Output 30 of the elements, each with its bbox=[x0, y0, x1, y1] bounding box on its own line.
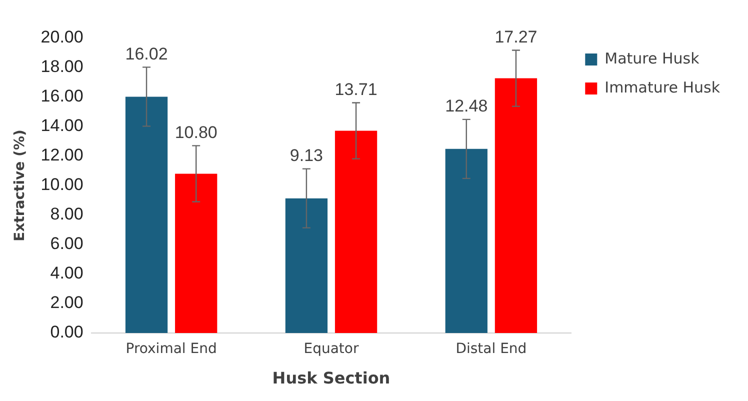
bar bbox=[445, 148, 488, 333]
y-tick-label: 6.00 bbox=[50, 234, 84, 254]
text: 13.71 bbox=[334, 80, 378, 99]
y-axis-title: Extractive (%) bbox=[12, 130, 28, 242]
bar bbox=[285, 198, 328, 333]
bar bbox=[494, 78, 538, 333]
x-tick-label: Proximal End bbox=[126, 341, 217, 358]
text: 17.27 bbox=[494, 27, 538, 46]
y-tick-label: 2.00 bbox=[50, 293, 84, 312]
y-tick-label: 12.00 bbox=[40, 146, 84, 165]
x-tick-label: Equator bbox=[304, 341, 359, 358]
legend-label: Immature Husk bbox=[604, 78, 720, 96]
bar bbox=[125, 96, 168, 333]
bar bbox=[334, 130, 378, 333]
y-tick-label: 8.00 bbox=[50, 204, 84, 224]
y-tick-label: 20.00 bbox=[40, 28, 84, 47]
text: 10.80 bbox=[174, 122, 218, 142]
text: 9.13 bbox=[290, 146, 324, 166]
y-tick-label: 4.00 bbox=[50, 264, 84, 283]
y-tick-label: 14.00 bbox=[40, 116, 84, 136]
text: 16.02 bbox=[125, 44, 168, 64]
bar bbox=[175, 174, 218, 333]
text: 12.48 bbox=[445, 96, 488, 116]
legend-label: Mature Husk bbox=[604, 49, 700, 68]
x-tick-label: Distal End bbox=[456, 341, 527, 358]
x-axis-title: Husk Section bbox=[272, 368, 390, 388]
y-tick-label: 0.00 bbox=[50, 322, 84, 342]
y-tick-label: 18.00 bbox=[40, 57, 84, 76]
y-tick-label: 16.00 bbox=[40, 86, 84, 106]
y-tick-label: 10.00 bbox=[40, 175, 84, 194]
